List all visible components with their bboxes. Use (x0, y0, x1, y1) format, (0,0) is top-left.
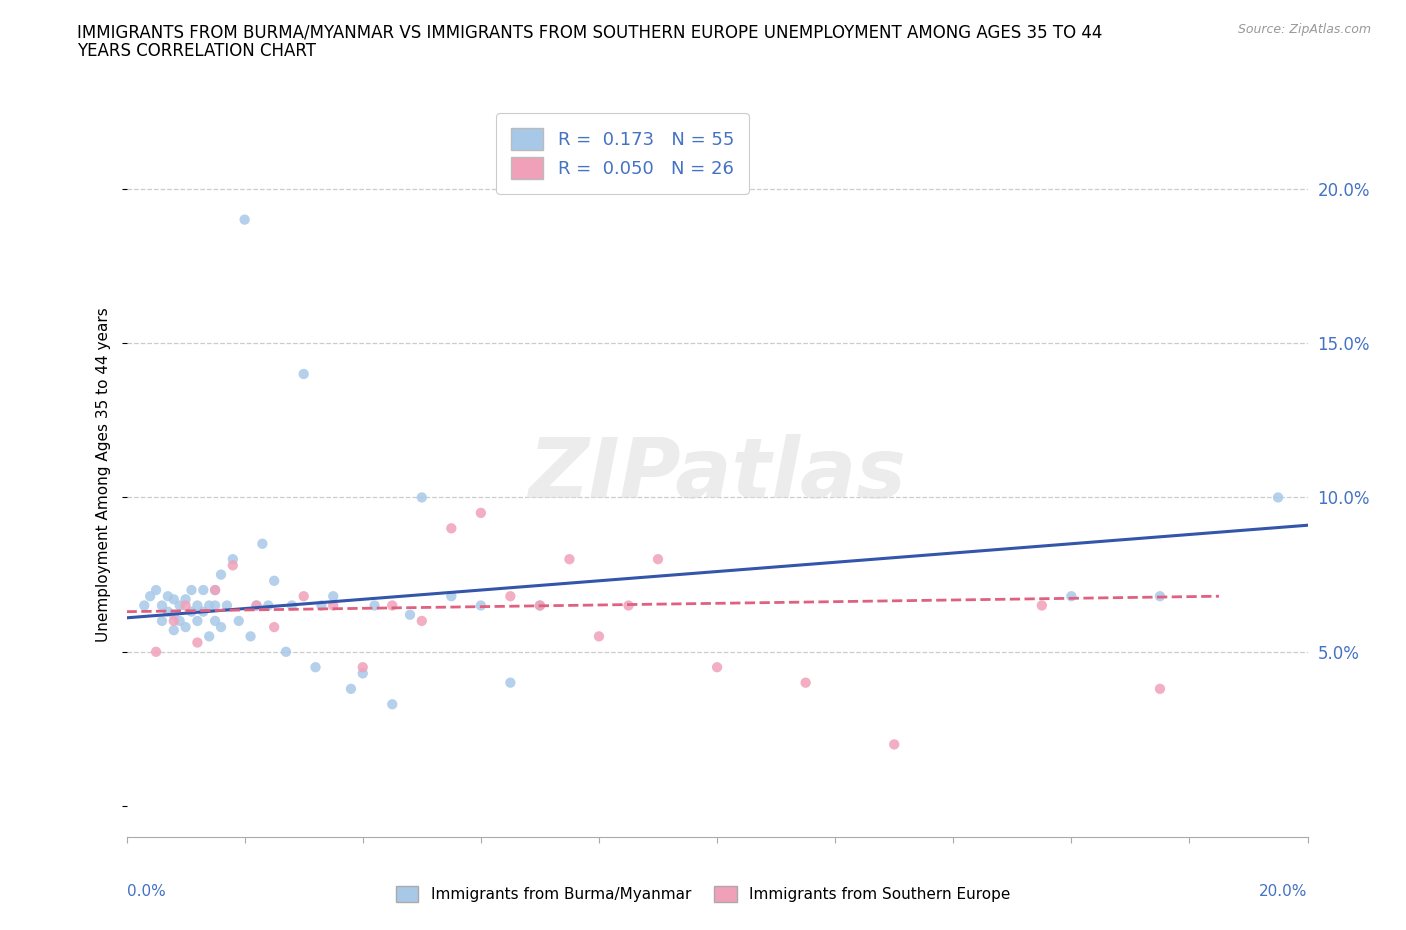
Point (193, 604, 215, 619)
Point (617, 598, 640, 613)
Point (292, 589, 315, 604)
Point (1060, 589, 1083, 604)
Text: YEARS CORRELATION CHART: YEARS CORRELATION CHART (77, 42, 316, 60)
Point (233, 212, 256, 227)
Point (215, 598, 238, 613)
Point (186, 598, 208, 613)
Point (145, 582, 167, 597)
Point (470, 505, 492, 520)
Point (1031, 598, 1053, 613)
Point (352, 666, 374, 681)
Legend: R =  0.173   N = 55, R =  0.050   N = 26: R = 0.173 N = 55, R = 0.050 N = 26 (496, 113, 748, 193)
Text: IMMIGRANTS FROM BURMA/MYANMAR VS IMMIGRANTS FROM SOUTHERN EUROPE UNEMPLOYMENT AM: IMMIGRANTS FROM BURMA/MYANMAR VS IMMIGRA… (77, 23, 1102, 41)
Y-axis label: Unemployment Among Ages 35 to 44 years: Unemployment Among Ages 35 to 44 years (96, 307, 111, 642)
Point (145, 644, 167, 659)
Point (440, 521, 463, 536)
Point (193, 582, 215, 597)
Point (263, 619, 285, 634)
Point (163, 623, 186, 638)
Point (381, 598, 404, 613)
Point (174, 591, 197, 606)
Text: 0.0%: 0.0% (127, 884, 166, 899)
Point (163, 607, 186, 622)
Point (470, 598, 492, 613)
Point (204, 614, 226, 629)
Text: 20.0%: 20.0% (1260, 884, 1308, 899)
Point (794, 675, 817, 690)
Point (150, 598, 173, 613)
Point (647, 551, 669, 566)
Point (180, 604, 202, 619)
Point (209, 567, 232, 582)
Point (198, 629, 221, 644)
Point (186, 635, 208, 650)
Point (274, 644, 297, 659)
Point (169, 614, 191, 629)
Point (222, 558, 245, 573)
Point (1267, 490, 1289, 505)
Point (139, 589, 162, 604)
Text: Source: ZipAtlas.com: Source: ZipAtlas.com (1237, 23, 1371, 36)
Point (163, 591, 186, 606)
Point (204, 598, 226, 613)
Point (322, 589, 344, 604)
Point (180, 582, 202, 597)
Point (1149, 682, 1171, 697)
Point (239, 629, 262, 644)
Point (257, 598, 280, 613)
Point (706, 659, 728, 674)
Point (311, 598, 333, 613)
Point (558, 551, 581, 566)
Point (381, 697, 404, 711)
Point (529, 598, 551, 613)
Point (1149, 589, 1171, 604)
Point (209, 619, 232, 634)
Point (134, 598, 156, 613)
Point (399, 607, 422, 622)
Point (156, 604, 179, 619)
Point (222, 551, 245, 566)
Point (150, 614, 173, 629)
Point (204, 582, 226, 597)
Point (156, 589, 179, 604)
Point (245, 598, 267, 613)
Point (411, 490, 433, 505)
Point (174, 619, 197, 634)
Point (292, 366, 315, 381)
Point (304, 659, 326, 674)
Point (281, 598, 304, 613)
Point (198, 598, 221, 613)
Point (252, 537, 274, 551)
Text: ZIPatlas: ZIPatlas (529, 433, 905, 515)
Point (204, 582, 226, 597)
Point (340, 682, 363, 697)
Point (228, 614, 250, 629)
Point (363, 598, 385, 613)
Point (588, 629, 610, 644)
Point (174, 598, 197, 613)
Point (440, 589, 463, 604)
Point (163, 614, 186, 629)
Point (169, 598, 191, 613)
Point (263, 574, 285, 589)
Point (499, 589, 522, 604)
Legend: Immigrants from Burma/Myanmar, Immigrants from Southern Europe: Immigrants from Burma/Myanmar, Immigrant… (389, 880, 1017, 909)
Point (499, 675, 522, 690)
Point (186, 614, 208, 629)
Point (352, 659, 374, 674)
Point (529, 598, 551, 613)
Point (245, 598, 267, 613)
Point (411, 614, 433, 629)
Point (883, 737, 905, 751)
Point (322, 598, 344, 613)
